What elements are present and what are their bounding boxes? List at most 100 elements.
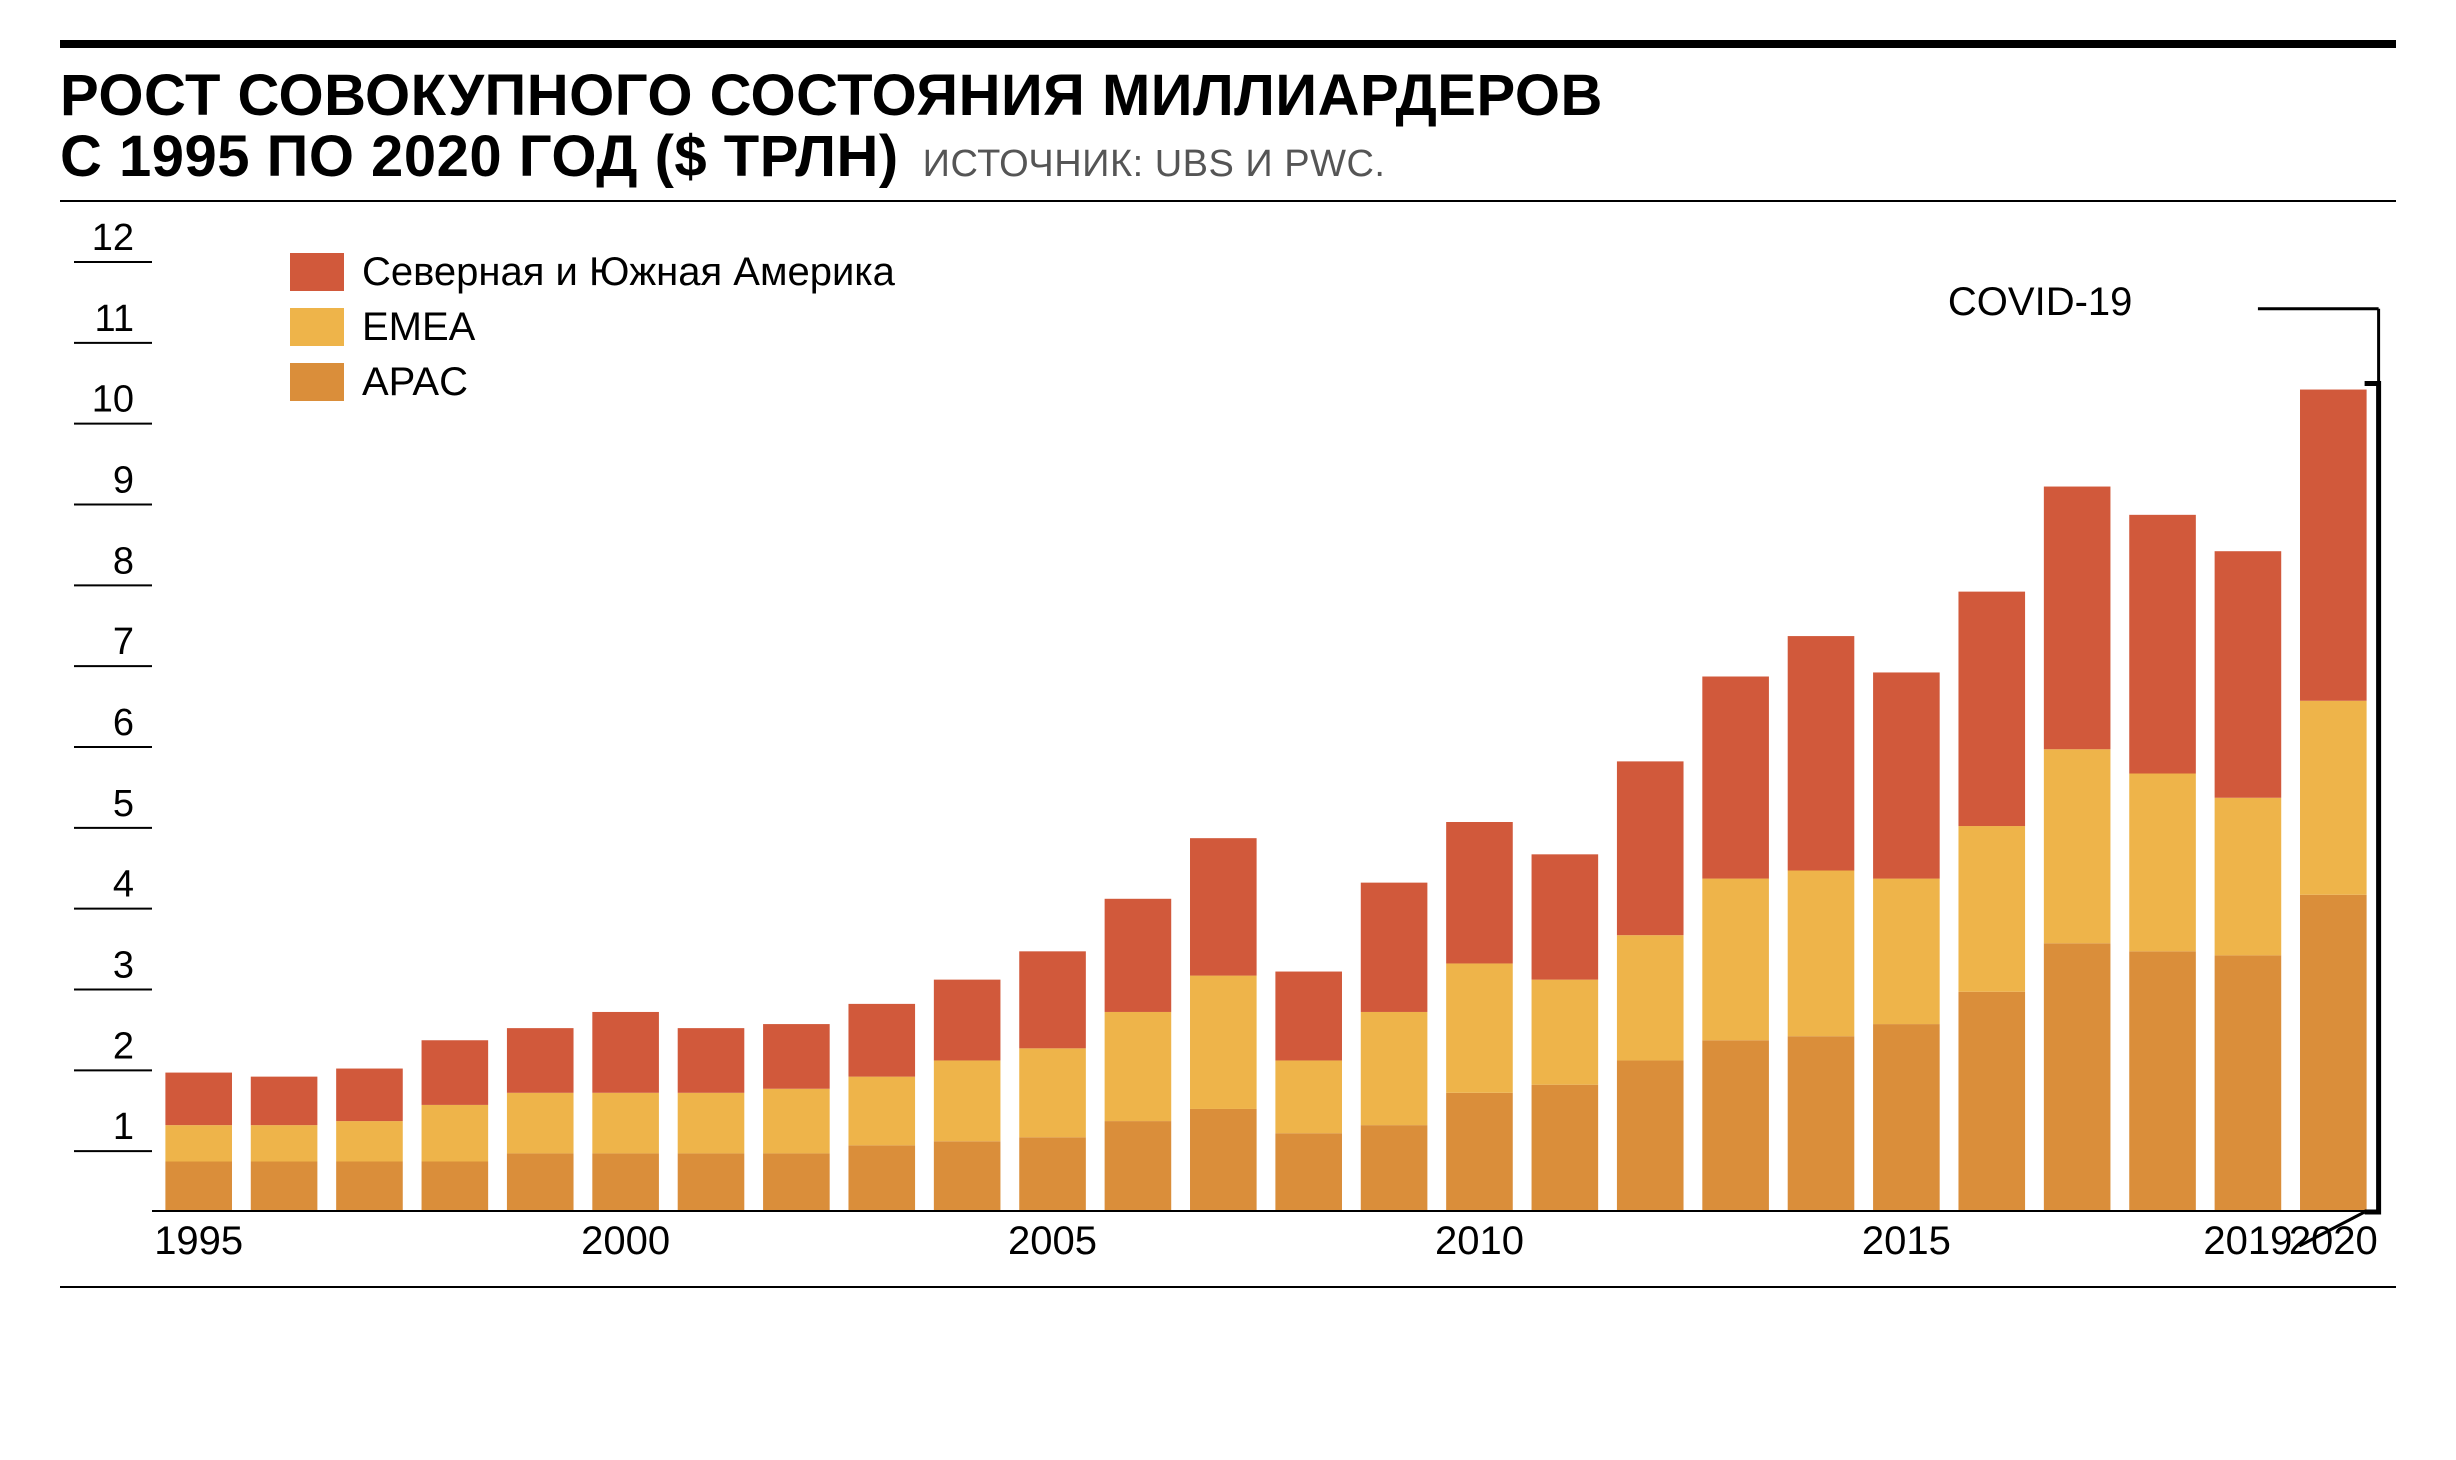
bar-segment bbox=[678, 1028, 745, 1093]
bar-segment bbox=[1532, 979, 1599, 1084]
bar-segment bbox=[1617, 1060, 1684, 1210]
bar-segment bbox=[848, 1076, 915, 1145]
covid-annotation-label: COVID-19 bbox=[1948, 280, 2133, 325]
legend-item: APAC bbox=[290, 360, 895, 405]
bar-segment bbox=[1361, 1125, 1428, 1210]
bar-segment bbox=[2129, 773, 2196, 951]
bar-segment bbox=[934, 1060, 1001, 1141]
bar-segment bbox=[763, 1153, 830, 1210]
bar-segment bbox=[678, 1093, 745, 1154]
bar-segment bbox=[1361, 882, 1428, 1011]
xtick-label: 2010 bbox=[1435, 1219, 1524, 1263]
bar-segment bbox=[1958, 826, 2025, 992]
bar-segment bbox=[1702, 878, 1769, 1040]
bar-segment bbox=[592, 1012, 659, 1093]
ytick-label: 7 bbox=[113, 621, 134, 663]
bar-segment bbox=[934, 979, 1001, 1060]
bar-segment bbox=[251, 1161, 318, 1210]
ytick-label: 2 bbox=[113, 1025, 134, 1067]
ytick-label: 4 bbox=[113, 863, 134, 905]
ytick-label: 3 bbox=[113, 944, 134, 986]
bar-segment bbox=[2215, 955, 2282, 1210]
bar-segment bbox=[592, 1093, 659, 1154]
legend-label: APAC bbox=[362, 360, 468, 405]
bar-segment bbox=[848, 1145, 915, 1210]
bar-segment bbox=[1873, 878, 1940, 1024]
bar-segment bbox=[2300, 389, 2367, 700]
bar-segment bbox=[422, 1105, 489, 1162]
xtick-label: 2020 bbox=[2289, 1219, 2378, 1263]
bar-segment bbox=[1190, 1109, 1257, 1210]
bar-segment bbox=[2129, 515, 2196, 774]
bar-segment bbox=[1446, 1093, 1513, 1210]
bar-segment bbox=[763, 1089, 830, 1154]
ytick-label: 10 bbox=[92, 378, 134, 420]
bar-segment bbox=[848, 1004, 915, 1077]
bar-segment bbox=[1019, 1048, 1086, 1137]
bar-segment bbox=[2300, 895, 2367, 1210]
bar-segment bbox=[1105, 899, 1172, 1012]
bottom-rule bbox=[60, 1286, 2396, 1288]
bar-segment bbox=[1019, 1137, 1086, 1210]
chart-source: ИСТОЧНИК: UBS И PWC. bbox=[923, 143, 1386, 186]
bar-segment bbox=[251, 1125, 318, 1161]
legend-label: Северная и Южная Америка bbox=[362, 250, 895, 295]
bar-segment bbox=[1190, 838, 1257, 975]
ytick-label: 11 bbox=[95, 298, 134, 340]
covid-bracket bbox=[2365, 383, 2379, 1211]
bar-segment bbox=[1788, 1036, 1855, 1210]
xtick-label: 2015 bbox=[1862, 1219, 1951, 1263]
top-rule bbox=[60, 40, 2396, 48]
bar-segment bbox=[165, 1072, 232, 1125]
legend-swatch bbox=[290, 253, 344, 291]
bar-segment bbox=[934, 1141, 1001, 1210]
bar-segment bbox=[507, 1153, 574, 1210]
bar-segment bbox=[1446, 822, 1513, 963]
bar-segment bbox=[507, 1028, 574, 1093]
bar-segment bbox=[2044, 486, 2111, 749]
bar-segment bbox=[592, 1153, 659, 1210]
bar-segment bbox=[336, 1068, 403, 1121]
bar-segment bbox=[165, 1125, 232, 1161]
bar-segment bbox=[1275, 1133, 1342, 1210]
legend-item: Северная и Южная Америка bbox=[290, 250, 895, 295]
legend: Северная и Южная Америка EMEA APAC bbox=[290, 250, 895, 405]
bar-segment bbox=[1958, 591, 2025, 825]
bar-segment bbox=[1617, 935, 1684, 1060]
bar-segment bbox=[336, 1161, 403, 1210]
bar-segment bbox=[1361, 1012, 1428, 1125]
bar-segment bbox=[422, 1161, 489, 1210]
bar-segment bbox=[1105, 1121, 1172, 1210]
bar-segment bbox=[1788, 636, 1855, 870]
legend-item: EMEA bbox=[290, 305, 895, 350]
legend-swatch bbox=[290, 308, 344, 346]
bar-segment bbox=[165, 1161, 232, 1210]
bar-segment bbox=[1702, 1040, 1769, 1210]
bar-segment bbox=[1532, 854, 1599, 979]
bar-segment bbox=[2044, 749, 2111, 943]
bar-segment bbox=[1532, 1084, 1599, 1209]
chart-title-line2: С 1995 ПО 2020 ГОД ($ ТРЛН) bbox=[60, 127, 899, 188]
chart-title-line1: РОСТ СОВОКУПНОГО СОСТОЯНИЯ МИЛЛИАРДЕРОВ bbox=[60, 66, 1603, 127]
bar-segment bbox=[1702, 676, 1769, 878]
bar-segment bbox=[1788, 870, 1855, 1036]
xtick-label: 2019 bbox=[2203, 1219, 2292, 1263]
bar-segment bbox=[2129, 951, 2196, 1210]
bar-segment bbox=[763, 1024, 830, 1089]
ytick-label: 8 bbox=[113, 540, 134, 582]
header-rule bbox=[60, 200, 2396, 202]
bar-segment bbox=[2300, 701, 2367, 895]
bar-segment bbox=[678, 1153, 745, 1210]
bar-segment bbox=[2044, 943, 2111, 1210]
bar-segment bbox=[1873, 1024, 1940, 1210]
ytick-label: 6 bbox=[113, 702, 134, 744]
bar-segment bbox=[1617, 761, 1684, 935]
bar-segment bbox=[1190, 975, 1257, 1108]
xtick-label: 2000 bbox=[581, 1219, 670, 1263]
xtick-label: 2005 bbox=[1008, 1219, 1097, 1263]
bar-segment bbox=[1105, 1012, 1172, 1121]
ytick-label: 1 bbox=[113, 1106, 134, 1148]
bar-segment bbox=[336, 1121, 403, 1161]
bar-segment bbox=[1958, 992, 2025, 1210]
ytick-label: 9 bbox=[113, 459, 134, 501]
